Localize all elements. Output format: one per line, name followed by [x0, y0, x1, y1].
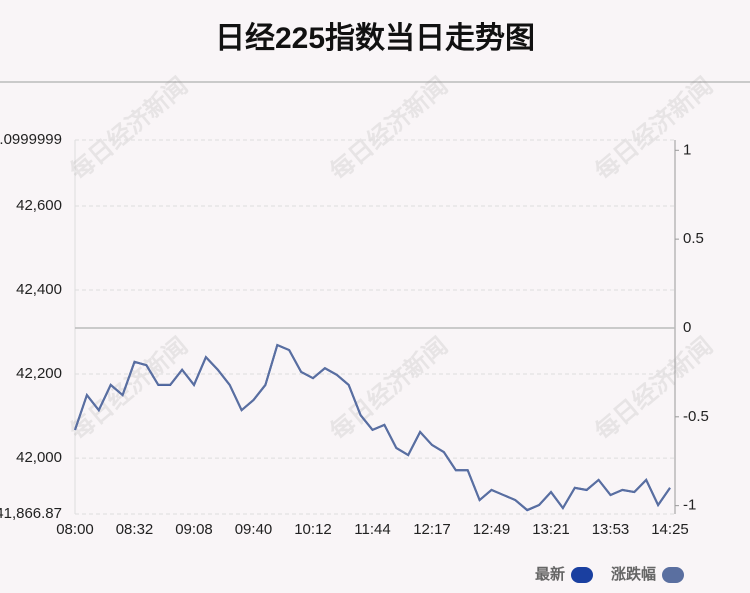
x-tick-label: 09:08 [175, 521, 213, 538]
y2-tick-label: -0.5 [683, 408, 709, 425]
x-tick-label: 09:40 [235, 521, 273, 538]
y2-tick-label: 0.5 [683, 230, 704, 247]
x-tick-label: 11:44 [354, 521, 390, 538]
x-tick-label: 12:17 [413, 521, 451, 538]
x-tick-label: 10:12 [294, 521, 332, 538]
x-tick-label: 12:49 [473, 521, 511, 538]
y-tick-label: 41,866.87 [0, 505, 62, 522]
y-tick-label: 42,000 [16, 449, 62, 466]
x-tick-label: 13:21 [532, 521, 570, 538]
legend-swatch [662, 567, 684, 583]
y2-tick-label: -1 [683, 497, 696, 514]
legend-swatch [571, 567, 593, 583]
y2-tick-label: 1 [683, 141, 691, 158]
x-tick-label: 08:32 [116, 521, 154, 538]
x-tick-label: 08:00 [56, 521, 94, 538]
x-tick-label: 13:53 [592, 521, 630, 538]
legend-label: 最新 [535, 565, 565, 583]
y-tick-label: 42,200 [16, 365, 62, 382]
legend-label: 涨跌幅 [611, 565, 656, 583]
y-tick-label: 42,757.0999999 [0, 131, 62, 148]
x-tick-label: 14:25 [651, 521, 689, 538]
series-line [74, 343, 671, 512]
y2-tick-label: 0 [683, 319, 691, 336]
y-tick-label: 42,600 [16, 197, 62, 214]
y-tick-label: 42,400 [16, 281, 62, 298]
chart-title: 日经225指数当日走势图 [215, 21, 535, 55]
